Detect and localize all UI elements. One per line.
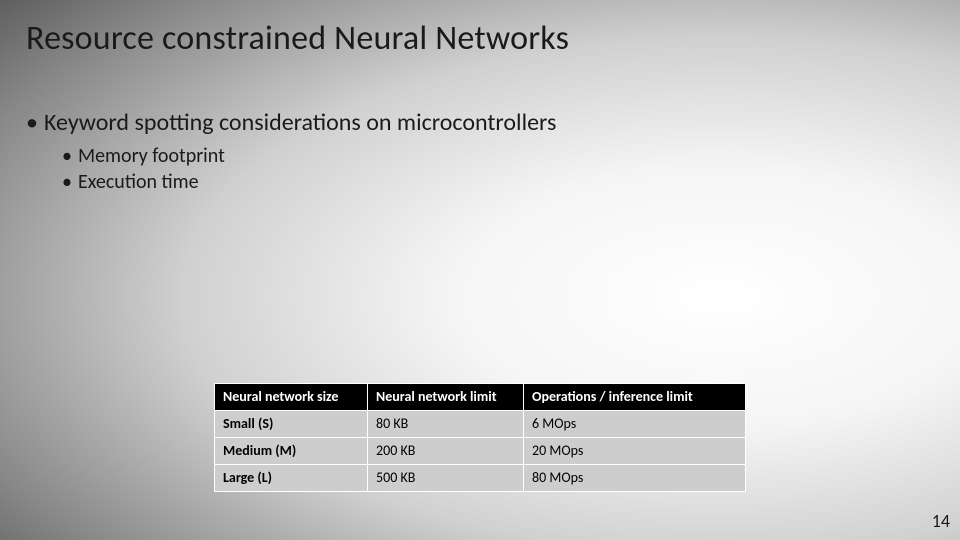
table-row: Small (S) 80 KB 6 MOps [215,411,746,438]
bullet-text: Keyword spotting considerations on micro… [44,108,556,137]
nn-size-table: Neural network size Neural network limit… [214,383,746,492]
table-header-cell: Operations / inference limit [524,384,746,411]
bullet-level1: •Keyword spotting considerations on micr… [26,108,556,137]
page-number: 14 [932,510,950,532]
table-cell: Large (L) [215,465,368,492]
table-cell: Medium (M) [215,438,368,465]
table-header-cell: Neural network size [215,384,368,411]
table-cell: 200 KB [368,438,524,465]
table-row: Large (L) 500 KB 80 MOps [215,465,746,492]
slide-title: Resource constrained Neural Networks [26,18,569,59]
table-header-row: Neural network size Neural network limit… [215,384,746,411]
bullet-level2: •Execution time [62,170,199,194]
bullet-dot-icon: • [62,170,78,194]
table-cell: 80 KB [368,411,524,438]
bullet-level2: •Memory footprint [62,144,225,168]
bullet-dot-icon: • [26,108,44,137]
table-cell: 20 MOps [524,438,746,465]
table-cell: Small (S) [215,411,368,438]
bullet-text: Memory footprint [78,144,225,168]
table-row: Medium (M) 200 KB 20 MOps [215,438,746,465]
table-cell: 80 MOps [524,465,746,492]
bullet-dot-icon: • [62,144,78,168]
table-cell: 500 KB [368,465,524,492]
table-header-cell: Neural network limit [368,384,524,411]
bullet-text: Execution time [78,170,199,194]
table-cell: 6 MOps [524,411,746,438]
